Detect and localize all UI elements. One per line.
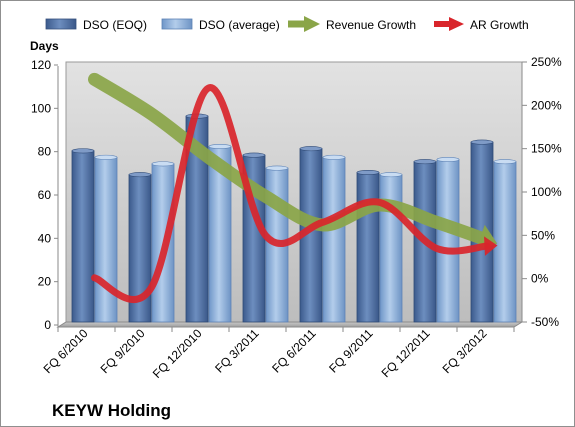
legend-item-ar-growth: AR Growth xyxy=(434,17,529,32)
arrowhead-ar-growth xyxy=(484,236,498,256)
x-tick-label: FQ 3/2012 xyxy=(440,326,490,376)
legend-swatch-dso-average xyxy=(161,18,193,30)
bar-dso-average xyxy=(436,157,460,323)
y-tick-label: 0 xyxy=(44,318,51,332)
plot-floor xyxy=(56,321,524,328)
y2-tick-label: 150% xyxy=(531,142,562,156)
y-tick-label: 80 xyxy=(38,145,52,159)
legend-arrowhead-revenue-growth xyxy=(304,16,320,32)
legend-label-dso-eoq: DSO (EOQ) xyxy=(83,18,147,32)
legend-item-dso-average: DSO (average) xyxy=(161,18,280,32)
x-tick-label: FQ 9/2010 xyxy=(98,326,148,376)
y2-tick-label: 100% xyxy=(531,185,562,199)
y-axis-title: Days xyxy=(30,39,59,53)
legend-item-dso-eoq: DSO (EOQ) xyxy=(45,18,147,32)
y2-tick-label: 200% xyxy=(531,98,562,112)
line-revenue-growth xyxy=(88,72,491,246)
legend-arrowhead-ar-growth xyxy=(449,17,464,31)
y2-tick-label: 250% xyxy=(531,55,562,69)
bar-dso-eoq xyxy=(128,172,152,323)
y-tick-label: 40 xyxy=(38,231,52,245)
legend-swatch-dso-eoq xyxy=(45,18,77,30)
bar-dso-average xyxy=(208,144,232,323)
bar-dso-eoq xyxy=(185,113,209,323)
x-tick-label: FQ 12/2010 xyxy=(150,326,205,381)
chart-title: KEYW Holding xyxy=(52,401,171,420)
x-tick-label: FQ 6/2010 xyxy=(41,326,91,376)
legend: DSO (EOQ) DSO (average) Revenue Growth A… xyxy=(45,16,529,32)
line-ar-growth xyxy=(91,84,491,303)
bar-dso-average xyxy=(379,172,403,323)
legend-label-dso-average: DSO (average) xyxy=(199,18,280,32)
x-tick-label: FQ 6/2011 xyxy=(269,326,319,376)
x-tick-label: FQ 12/2011 xyxy=(379,326,433,380)
y-tick-label: 60 xyxy=(38,188,52,202)
x-tick-label: FQ 9/2011 xyxy=(326,326,376,376)
y-tick-label: 20 xyxy=(38,275,52,289)
bar-dso-eoq xyxy=(356,170,380,323)
y2-tick-label: 0% xyxy=(531,272,549,286)
y-tick-label: 100 xyxy=(31,101,51,115)
x-tick-label: FQ 3/2011 xyxy=(212,326,262,376)
legend-label-ar-growth: AR Growth xyxy=(470,18,529,32)
y2-tick-label: 50% xyxy=(531,228,555,242)
y2-tick-label: -50% xyxy=(531,315,559,329)
y-tick-label: 120 xyxy=(31,58,51,72)
lines-layer xyxy=(88,72,498,303)
bar-dso-average xyxy=(94,154,118,323)
bar-dso-average xyxy=(322,154,346,323)
legend-label-revenue-growth: Revenue Growth xyxy=(326,18,416,32)
bar-dso-eoq xyxy=(71,148,95,323)
legend-item-revenue-growth: Revenue Growth xyxy=(288,16,416,32)
bar-dso-average xyxy=(493,159,517,323)
